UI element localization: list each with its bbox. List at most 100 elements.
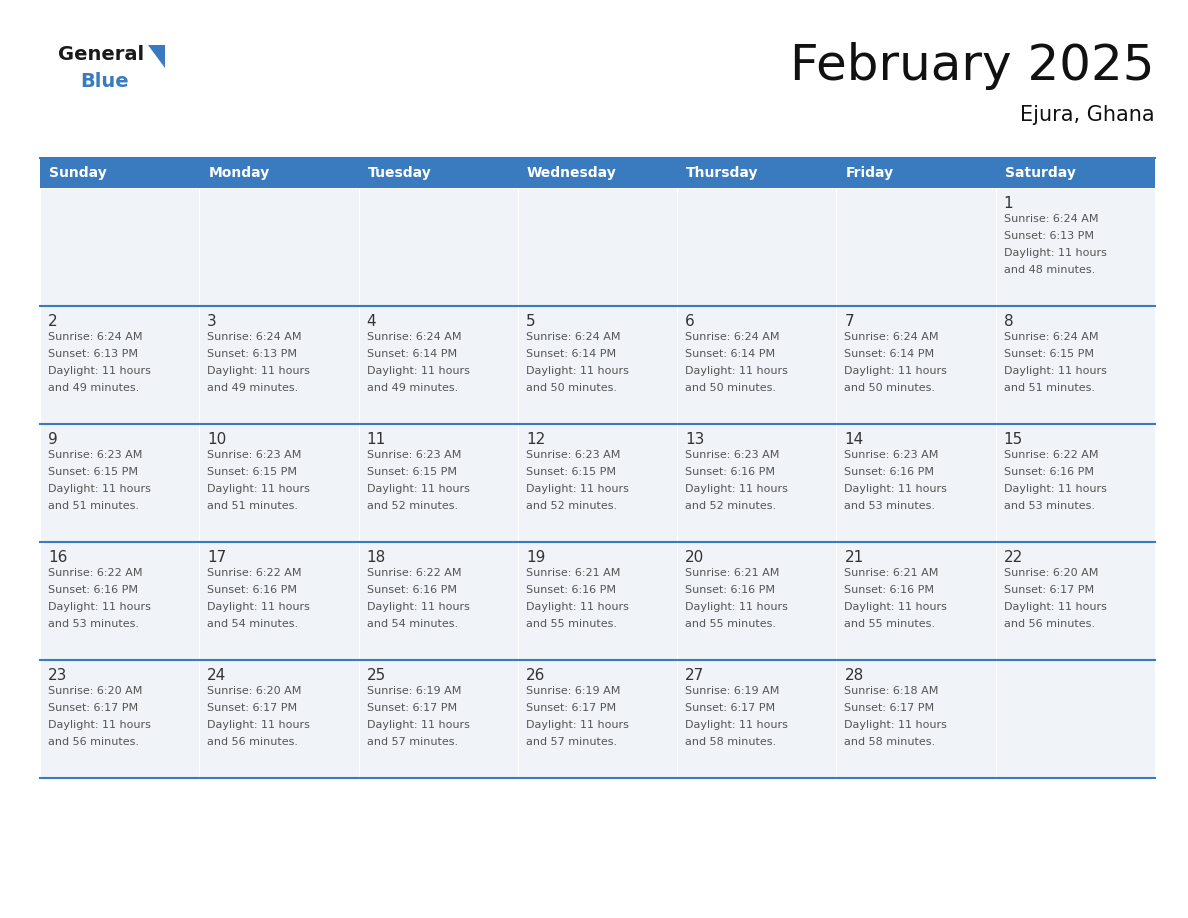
Text: Sunrise: 6:20 AM: Sunrise: 6:20 AM [207,686,302,696]
Text: Sunset: 6:16 PM: Sunset: 6:16 PM [685,467,775,477]
Text: Sunrise: 6:23 AM: Sunrise: 6:23 AM [48,450,143,460]
Bar [836,306,996,424]
Text: Sunrise: 6:21 AM: Sunrise: 6:21 AM [685,568,779,578]
Bar [359,188,518,306]
Text: Sunset: 6:15 PM: Sunset: 6:15 PM [367,467,456,477]
Text: Daylight: 11 hours: Daylight: 11 hours [48,366,151,376]
Text: and 56 minutes.: and 56 minutes. [207,737,298,747]
Text: Sunrise: 6:24 AM: Sunrise: 6:24 AM [207,332,302,342]
Bar [677,660,836,778]
Text: Sunset: 6:14 PM: Sunset: 6:14 PM [845,349,935,359]
Text: and 58 minutes.: and 58 minutes. [685,737,776,747]
Text: Wednesday: Wednesday [526,166,617,180]
Text: Sunrise: 6:24 AM: Sunrise: 6:24 AM [526,332,620,342]
Text: Sunrise: 6:23 AM: Sunrise: 6:23 AM [685,450,779,460]
Bar [518,158,677,188]
Bar [518,424,677,542]
Text: and 52 minutes.: and 52 minutes. [685,501,776,511]
Text: and 56 minutes.: and 56 minutes. [1004,619,1094,629]
Bar [996,188,1155,306]
Text: Sunset: 6:17 PM: Sunset: 6:17 PM [367,703,456,713]
Text: and 55 minutes.: and 55 minutes. [845,619,935,629]
Text: Daylight: 11 hours: Daylight: 11 hours [207,720,310,730]
Bar [677,188,836,306]
Text: 18: 18 [367,550,386,565]
Text: Sunrise: 6:22 AM: Sunrise: 6:22 AM [367,568,461,578]
Text: Daylight: 11 hours: Daylight: 11 hours [207,366,310,376]
Bar [836,542,996,660]
Text: Daylight: 11 hours: Daylight: 11 hours [526,720,628,730]
Text: 5: 5 [526,314,536,329]
Bar [200,188,359,306]
Text: and 53 minutes.: and 53 minutes. [48,619,139,629]
Text: Sunset: 6:16 PM: Sunset: 6:16 PM [845,467,935,477]
Text: and 51 minutes.: and 51 minutes. [48,501,139,511]
Text: 12: 12 [526,432,545,447]
Text: Sunset: 6:14 PM: Sunset: 6:14 PM [367,349,456,359]
Text: Sunrise: 6:20 AM: Sunrise: 6:20 AM [48,686,143,696]
Text: Sunrise: 6:24 AM: Sunrise: 6:24 AM [367,332,461,342]
Text: 4: 4 [367,314,377,329]
Bar [996,424,1155,542]
Text: and 50 minutes.: and 50 minutes. [685,383,776,393]
Text: 8: 8 [1004,314,1013,329]
Text: and 54 minutes.: and 54 minutes. [367,619,457,629]
Text: 1: 1 [1004,196,1013,211]
Text: Sunrise: 6:23 AM: Sunrise: 6:23 AM [845,450,939,460]
Text: and 55 minutes.: and 55 minutes. [685,619,776,629]
Text: Sunset: 6:13 PM: Sunset: 6:13 PM [1004,231,1094,241]
Text: Daylight: 11 hours: Daylight: 11 hours [367,484,469,494]
Text: 15: 15 [1004,432,1023,447]
Text: Daylight: 11 hours: Daylight: 11 hours [685,366,788,376]
Text: Sunset: 6:16 PM: Sunset: 6:16 PM [1004,467,1094,477]
Text: 25: 25 [367,668,386,683]
Text: Daylight: 11 hours: Daylight: 11 hours [526,602,628,612]
Text: 7: 7 [845,314,854,329]
Text: Sunset: 6:16 PM: Sunset: 6:16 PM [207,585,297,595]
Text: Sunset: 6:16 PM: Sunset: 6:16 PM [845,585,935,595]
Text: Sunset: 6:14 PM: Sunset: 6:14 PM [685,349,776,359]
Text: and 52 minutes.: and 52 minutes. [526,501,617,511]
Text: Daylight: 11 hours: Daylight: 11 hours [48,602,151,612]
Text: Sunrise: 6:23 AM: Sunrise: 6:23 AM [367,450,461,460]
Text: Sunset: 6:16 PM: Sunset: 6:16 PM [367,585,456,595]
Text: and 53 minutes.: and 53 minutes. [1004,501,1094,511]
Text: Daylight: 11 hours: Daylight: 11 hours [367,366,469,376]
Text: Sunset: 6:16 PM: Sunset: 6:16 PM [685,585,775,595]
Text: Sunrise: 6:24 AM: Sunrise: 6:24 AM [1004,214,1098,224]
Text: Friday: Friday [846,166,893,180]
Bar [359,542,518,660]
Text: Daylight: 11 hours: Daylight: 11 hours [48,484,151,494]
Text: Daylight: 11 hours: Daylight: 11 hours [685,720,788,730]
Text: 20: 20 [685,550,704,565]
Bar [40,542,200,660]
Text: 10: 10 [207,432,227,447]
Text: Daylight: 11 hours: Daylight: 11 hours [207,602,310,612]
Text: 17: 17 [207,550,227,565]
Text: Sunset: 6:13 PM: Sunset: 6:13 PM [207,349,297,359]
Text: 14: 14 [845,432,864,447]
Text: 26: 26 [526,668,545,683]
Bar [200,660,359,778]
Bar [518,306,677,424]
Text: Daylight: 11 hours: Daylight: 11 hours [526,366,628,376]
Bar [518,188,677,306]
Text: 13: 13 [685,432,704,447]
Text: Daylight: 11 hours: Daylight: 11 hours [845,720,947,730]
Text: Daylight: 11 hours: Daylight: 11 hours [845,484,947,494]
Bar [677,424,836,542]
Bar [996,542,1155,660]
Bar [40,306,200,424]
Text: 3: 3 [207,314,217,329]
Bar [996,306,1155,424]
Text: 24: 24 [207,668,227,683]
Text: Sunset: 6:16 PM: Sunset: 6:16 PM [48,585,138,595]
Text: Blue: Blue [80,72,128,91]
Text: Sunset: 6:15 PM: Sunset: 6:15 PM [526,467,615,477]
Bar [200,306,359,424]
Text: and 54 minutes.: and 54 minutes. [207,619,298,629]
Text: Sunrise: 6:19 AM: Sunrise: 6:19 AM [367,686,461,696]
Text: Daylight: 11 hours: Daylight: 11 hours [685,484,788,494]
Text: Sunrise: 6:23 AM: Sunrise: 6:23 AM [526,450,620,460]
Text: Daylight: 11 hours: Daylight: 11 hours [1004,248,1106,258]
